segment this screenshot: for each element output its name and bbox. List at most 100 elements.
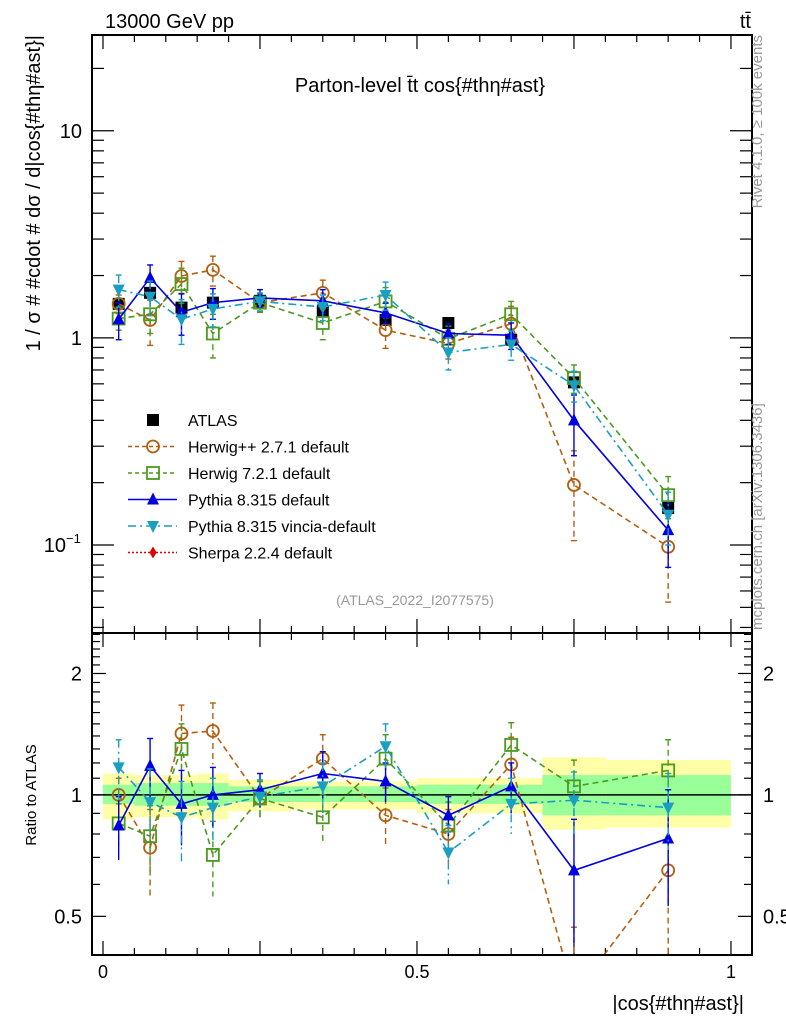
ratio-point: [567, 863, 580, 876]
ratio-point: [316, 781, 329, 794]
energy-label: 13000 GeV pp: [105, 11, 234, 33]
legend-marker: [147, 492, 159, 505]
ratio-point: [505, 798, 518, 811]
data-point: [567, 478, 581, 492]
data-point: [175, 305, 188, 318]
data-point: [567, 413, 580, 426]
legend-item: Pythia 8.315 vincia-default: [128, 519, 376, 536]
y-tick-label: 10: [60, 121, 82, 143]
data-point: [505, 339, 518, 352]
y-tick-label: 1: [71, 328, 82, 350]
data-point: [175, 314, 188, 327]
legend-label: Herwig 7.2.1 default: [188, 466, 331, 483]
y-tick-label-ratio-right: 1: [763, 785, 774, 807]
y-tick-label-ratio: 1: [71, 785, 82, 807]
ratio-point: [662, 831, 675, 844]
plot-title: Parton-level t̄t cos{#thη#ast}: [295, 75, 545, 97]
ratio-point: [112, 818, 125, 831]
data-point: [253, 296, 266, 309]
legend-label: Herwig++ 2.7.1 default: [188, 440, 350, 457]
main-series: [111, 255, 676, 603]
ratio-point: [205, 724, 220, 738]
data-point: [379, 305, 392, 318]
legend: ATLAS Herwig++ 2.7.1 default Herwig 7.2.1 …: [128, 413, 376, 563]
legend-item: Herwig 7.2.1 default: [128, 466, 331, 483]
data-point: [661, 488, 676, 503]
y-axis-label-main: 1 / σ # #cdot # dσ / d|cos{#thη#ast}|: [23, 35, 45, 351]
data-point: [567, 380, 580, 393]
data-point: [442, 347, 455, 360]
ratio-point: [379, 774, 392, 787]
data-point: [379, 290, 392, 303]
ratio-series-pythia-8-315-vincia-default: [112, 723, 675, 885]
legend-label: Pythia 8.315 default: [188, 493, 330, 510]
legend-marker: [149, 546, 157, 559]
legend-marker: [147, 414, 159, 426]
rivet-label: Rivet 4.1.0, ≥ 100k events: [749, 35, 766, 208]
ratio-point: [175, 812, 188, 825]
ratio-point: [567, 795, 580, 808]
series-line: [118, 282, 669, 496]
series-pythia-8-315-vincia-default: [112, 274, 675, 546]
analysis-annotation: (ATLAS_2022_I2077575): [336, 592, 494, 608]
data-point: [205, 262, 220, 277]
ratio-line: [118, 730, 669, 997]
data-point: [112, 284, 125, 297]
ratio-uncertainty-bands: [102, 757, 731, 830]
ratio-point: [442, 847, 455, 860]
data-point: [144, 270, 157, 283]
data-point: [504, 307, 519, 322]
legend-item: Herwig++ 2.7.1 default: [128, 440, 350, 457]
legend-marker: [146, 439, 160, 454]
source-label: mcplots.cern.ch [arXiv:1306.3436]: [749, 403, 766, 630]
legend-label: Pythia 8.315 vincia-default: [188, 519, 376, 536]
data-point: [662, 509, 675, 522]
y-axis-label-ratio: Ratio to ATLAS: [23, 744, 40, 845]
ratio-point: [144, 758, 157, 771]
ratio-line: [118, 743, 669, 857]
ratio-point: [174, 742, 189, 756]
ratio-point: [206, 802, 219, 815]
legend-item: ATLAS: [147, 413, 238, 430]
legend-item: Pythia 8.315 default: [128, 492, 330, 510]
ratio-point: [206, 787, 219, 800]
data-point: [143, 307, 157, 322]
y-tick-label: 10: [44, 535, 66, 557]
data-point: [144, 291, 157, 304]
x-axis-label: |cos{#thη#ast}|: [612, 993, 744, 1015]
ratio-point: [504, 738, 519, 752]
ratio-point: [205, 848, 220, 862]
y-tick-label-ratio: 2: [71, 663, 82, 685]
data-point: [112, 312, 125, 325]
y-tick-label-ratio-right: 0.5: [763, 906, 786, 928]
x-tick-label: 1: [726, 962, 736, 982]
ratio-point: [316, 766, 329, 779]
y-tick-label-ratio-right: 2: [763, 663, 774, 685]
legend-item: Sherpa 2.2.4 default: [128, 546, 333, 563]
data-point: [206, 303, 219, 316]
legend-marker: [146, 466, 160, 480]
x-tick-label: 0.5: [404, 962, 429, 982]
clip-mask: [0, 956, 786, 1024]
legend-label: ATLAS: [188, 413, 238, 430]
legend-marker: [147, 521, 159, 533]
ratio-line: [118, 745, 669, 854]
y-tick-label-exponent: −1: [66, 531, 81, 546]
y-tick-label-ratio: 0.5: [54, 906, 82, 928]
ratio-point: [379, 741, 392, 754]
ratio-point: [253, 791, 266, 804]
main-panel-frame: [91, 34, 753, 634]
legend-label: Sherpa 2.2.4 default: [188, 546, 333, 563]
data-point: [316, 301, 329, 314]
ratio-series: 0 0.5 1: [0, 702, 786, 1024]
ratio-point: [442, 808, 455, 821]
series-line: [118, 288, 669, 516]
x-tick-label: 0: [98, 962, 108, 982]
process-label: tt̄: [740, 11, 752, 33]
ratio-point: [378, 808, 393, 823]
data-point: [442, 326, 455, 339]
ratio-point: [112, 762, 125, 775]
ratio-point: [144, 797, 157, 810]
